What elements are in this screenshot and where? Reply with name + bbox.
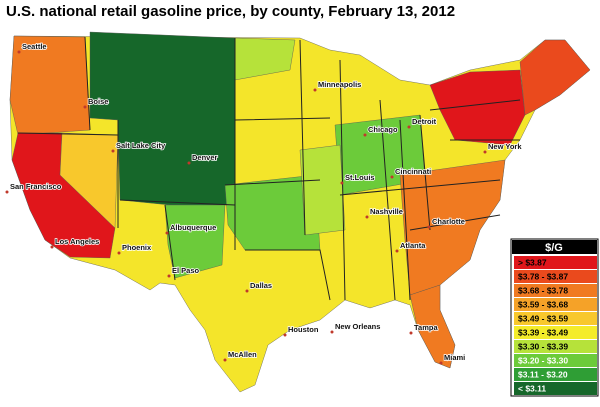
city-label: Boise [88, 97, 108, 106]
legend-label: $3.39 - $3.49 [518, 327, 568, 337]
legend: $/G > $3.87 $3.78 - $3.87 $3.68 - $3.78 $3.… [510, 238, 599, 397]
legend-header [512, 240, 597, 254]
legend-swatch [514, 340, 597, 353]
city-dot [363, 133, 367, 137]
region-west-coast [9, 35, 91, 136]
city-label: Miami [444, 353, 465, 362]
region-new-england [519, 39, 591, 116]
region-southeast [399, 159, 506, 296]
city-dot [427, 225, 431, 229]
city-label: Houston [288, 325, 319, 334]
city-dot [50, 245, 54, 249]
us-map [9, 31, 591, 393]
city-dot [407, 125, 411, 129]
legend-label: $3.11 - $3.20 [518, 369, 568, 379]
legend-title: $/G [545, 242, 563, 254]
city-dot [365, 215, 369, 219]
city-label: Detroit [412, 117, 437, 126]
city-label: McAllen [228, 350, 257, 359]
city-label: Dallas [250, 281, 272, 290]
city-dot [483, 150, 487, 154]
legend-swatch [514, 284, 597, 297]
city-label: Seattle [22, 42, 47, 51]
city-dot [395, 249, 399, 253]
legend-label: $3.59 - $3.68 [518, 299, 568, 309]
city-dot [111, 149, 115, 153]
legend-label: > $3.87 [518, 257, 547, 267]
region-northeast [429, 69, 526, 146]
city-label: New York [488, 142, 522, 151]
city-dot [165, 231, 169, 235]
city-dot [409, 331, 413, 335]
city-label: Atlanta [400, 241, 426, 250]
legend-swatch [514, 382, 597, 395]
city-dot [223, 358, 227, 362]
legend-swatch [514, 326, 597, 339]
region-florida [409, 284, 456, 369]
legend-label: $3.20 - $3.30 [518, 355, 568, 365]
legend-label: $3.78 - $3.87 [518, 271, 568, 281]
city-label: Albuquerque [170, 223, 216, 232]
region-southwest [164, 204, 226, 279]
city-dot [439, 361, 443, 365]
city-label: El Paso [172, 266, 200, 275]
city-dot [167, 274, 171, 278]
city-dot [187, 161, 191, 165]
city-dot [313, 88, 317, 92]
legend-swatch [514, 312, 597, 325]
city-label: Los Angeles [55, 237, 99, 246]
city-dot [83, 105, 87, 109]
city-label: Minneapolis [318, 80, 361, 89]
city-label: New Orleans [335, 322, 380, 331]
legend-label: $3.49 - $3.59 [518, 313, 568, 323]
city-dot [283, 333, 287, 337]
legend-swatch [514, 354, 597, 367]
city-label: St.Louis [345, 173, 375, 182]
city-label: Chicago [368, 125, 398, 134]
city-label: Tampa [414, 323, 438, 332]
city-dot [17, 50, 21, 54]
legend-label: < $3.11 [518, 383, 546, 393]
city-label: Charlotte [432, 217, 465, 226]
legend-swatch [514, 256, 597, 269]
map-title: U.S. national retail gasoline price, by … [6, 3, 455, 20]
state-lines [17, 36, 521, 301]
city-dot [340, 181, 344, 185]
city-label: Cincinnati [395, 167, 431, 176]
city-labels: Seattle Boise Salt Lake City Denver San Fran… [5, 41, 523, 365]
region-missouri [299, 144, 346, 236]
city-dot [117, 251, 121, 255]
city-label: San Francisco [10, 182, 62, 191]
legend-swatch [514, 270, 597, 283]
city-dot [5, 190, 9, 194]
city-dot [245, 289, 249, 293]
city-label: Salt Lake City [116, 141, 166, 150]
legend-swatch [514, 368, 597, 381]
legend-label: $3.30 - $3.39 [518, 341, 568, 351]
legend-swatch [514, 298, 597, 311]
city-dot [390, 175, 394, 179]
legend-label: $3.68 - $3.78 [518, 285, 568, 295]
city-label: Nashville [370, 207, 403, 216]
city-label: Denver [192, 153, 218, 162]
city-dot [330, 330, 334, 334]
city-label: Phoenix [122, 243, 152, 252]
